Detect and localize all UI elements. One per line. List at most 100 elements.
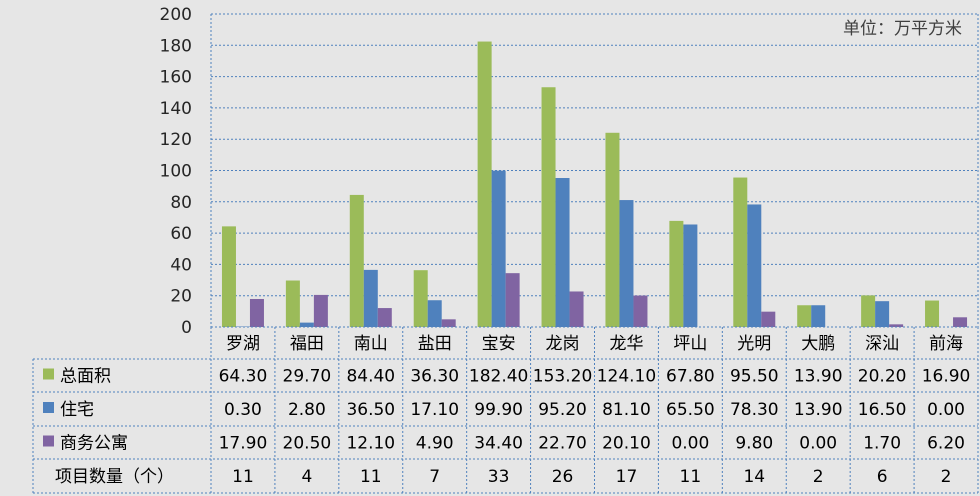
bar-总面积-盐田 [413,270,428,327]
bar-住宅-宝安 [491,170,506,327]
bar-住宅-盐田 [427,300,442,327]
data-value: 2.80 [288,400,326,420]
data-value: 64.30 [219,367,268,387]
bar-总面积-罗湖 [221,226,236,327]
category-label: 宝安 [482,334,516,354]
data-value: 36.50 [346,400,395,420]
bar-住宅-大鹏 [811,305,826,327]
category-label: 罗湖 [226,334,260,354]
data-value: 153.20 [533,367,592,387]
count-value: 33 [488,467,510,487]
category-label: 光明 [737,334,771,354]
count-value: 11 [360,467,382,487]
data-value: 182.40 [469,367,528,387]
bar-住宅-南山 [363,269,378,327]
bar-总面积-龙华 [605,132,620,327]
data-value: 0.00 [927,400,965,420]
y-axis-tick-labels: 0 20 40 60 80 100 120 140 160 180 200 [160,5,192,338]
data-value: 124.10 [597,367,656,387]
data-value: 65.50 [666,400,715,420]
data-value: 13.90 [794,400,843,420]
bar-住宅-龙岗 [555,178,570,327]
category-label: 深汕 [865,334,899,354]
bar-总面积-大鹏 [797,305,812,327]
bar-商务公寓-南山 [377,308,392,327]
category-label: 盐田 [418,334,452,354]
bar-总面积-宝安 [477,41,492,327]
y-tick-label: 200 [160,5,192,25]
category-label: 坪山 [673,334,707,354]
data-value: 9.80 [735,434,773,454]
row-name: 项目数量（个） [55,467,174,487]
y-tick-label: 40 [170,255,192,275]
data-value: 0.30 [224,400,262,420]
data-value: 16.90 [922,367,971,387]
data-value: 95.20 [538,400,587,420]
bar-商务公寓-宝安 [505,273,520,327]
y-tick-label: 120 [160,130,192,150]
data-value: 20.10 [602,434,651,454]
bar-总面积-南山 [349,194,364,327]
y-tick-label: 0 [181,318,192,338]
bar-总面积-福田 [285,280,300,327]
y-tick-label: 20 [170,287,192,307]
bar-商务公寓-龙华 [633,295,648,327]
count-value: 6 [877,467,888,487]
data-value: 36.30 [410,367,459,387]
count-value: 2 [941,467,952,487]
data-value: 95.50 [730,367,779,387]
category-label: 龙华 [609,334,643,354]
bar-商务公寓-福田 [313,294,328,327]
data-value: 78.30 [730,400,779,420]
y-tick-label: 60 [170,224,192,244]
legend-key-总面积 [43,368,54,380]
y-tick-label: 160 [160,68,192,88]
data-value: 99.90 [474,400,523,420]
data-value: 12.10 [346,434,395,454]
data-value: 20.20 [858,367,907,387]
bar-总面积-前海 [925,300,940,327]
legend-key-商务公寓 [43,435,54,447]
data-value: 16.50 [858,400,907,420]
data-value: 20.50 [283,434,332,454]
bar-住宅-坪山 [683,224,698,327]
data-value: 17.90 [219,434,268,454]
data-value: 67.80 [666,367,715,387]
category-label: 前海 [929,334,963,354]
bar-总面积-龙岗 [541,87,556,327]
bar-总面积-光明 [733,177,748,327]
count-value: 14 [743,467,765,487]
data-value: 22.70 [538,434,587,454]
bar-商务公寓-前海 [953,317,968,327]
count-value: 11 [232,467,254,487]
y-tick-label: 100 [160,162,192,182]
data-value: 17.10 [410,400,459,420]
series-name: 住宅 [60,400,94,420]
bar-商务公寓-盐田 [441,319,456,327]
data-value: 13.90 [794,367,843,387]
bar-总面积-深汕 [861,295,876,327]
series-name: 商务公寓 [60,434,128,454]
count-value: 17 [616,467,638,487]
gridlines [210,13,979,327]
bar-商务公寓-罗湖 [249,298,264,327]
category-label: 南山 [354,334,388,354]
data-value: 4.90 [416,434,454,454]
count-value: 26 [552,467,574,487]
bar-商务公寓-深汕 [889,324,904,327]
bar-住宅-龙华 [619,200,634,327]
category-label: 大鹏 [801,334,835,354]
data-value: 0.00 [799,434,837,454]
data-value: 29.70 [283,367,332,387]
data-value: 1.70 [863,434,901,454]
bar-住宅-光明 [747,204,762,327]
count-value: 7 [429,467,440,487]
count-value: 2 [813,467,824,487]
bar-住宅-福田 [299,322,314,327]
bar-商务公寓-光明 [761,311,776,327]
bar-商务公寓-龙岗 [569,291,584,327]
bar-住宅-深汕 [875,301,890,327]
y-tick-label: 140 [160,99,192,119]
